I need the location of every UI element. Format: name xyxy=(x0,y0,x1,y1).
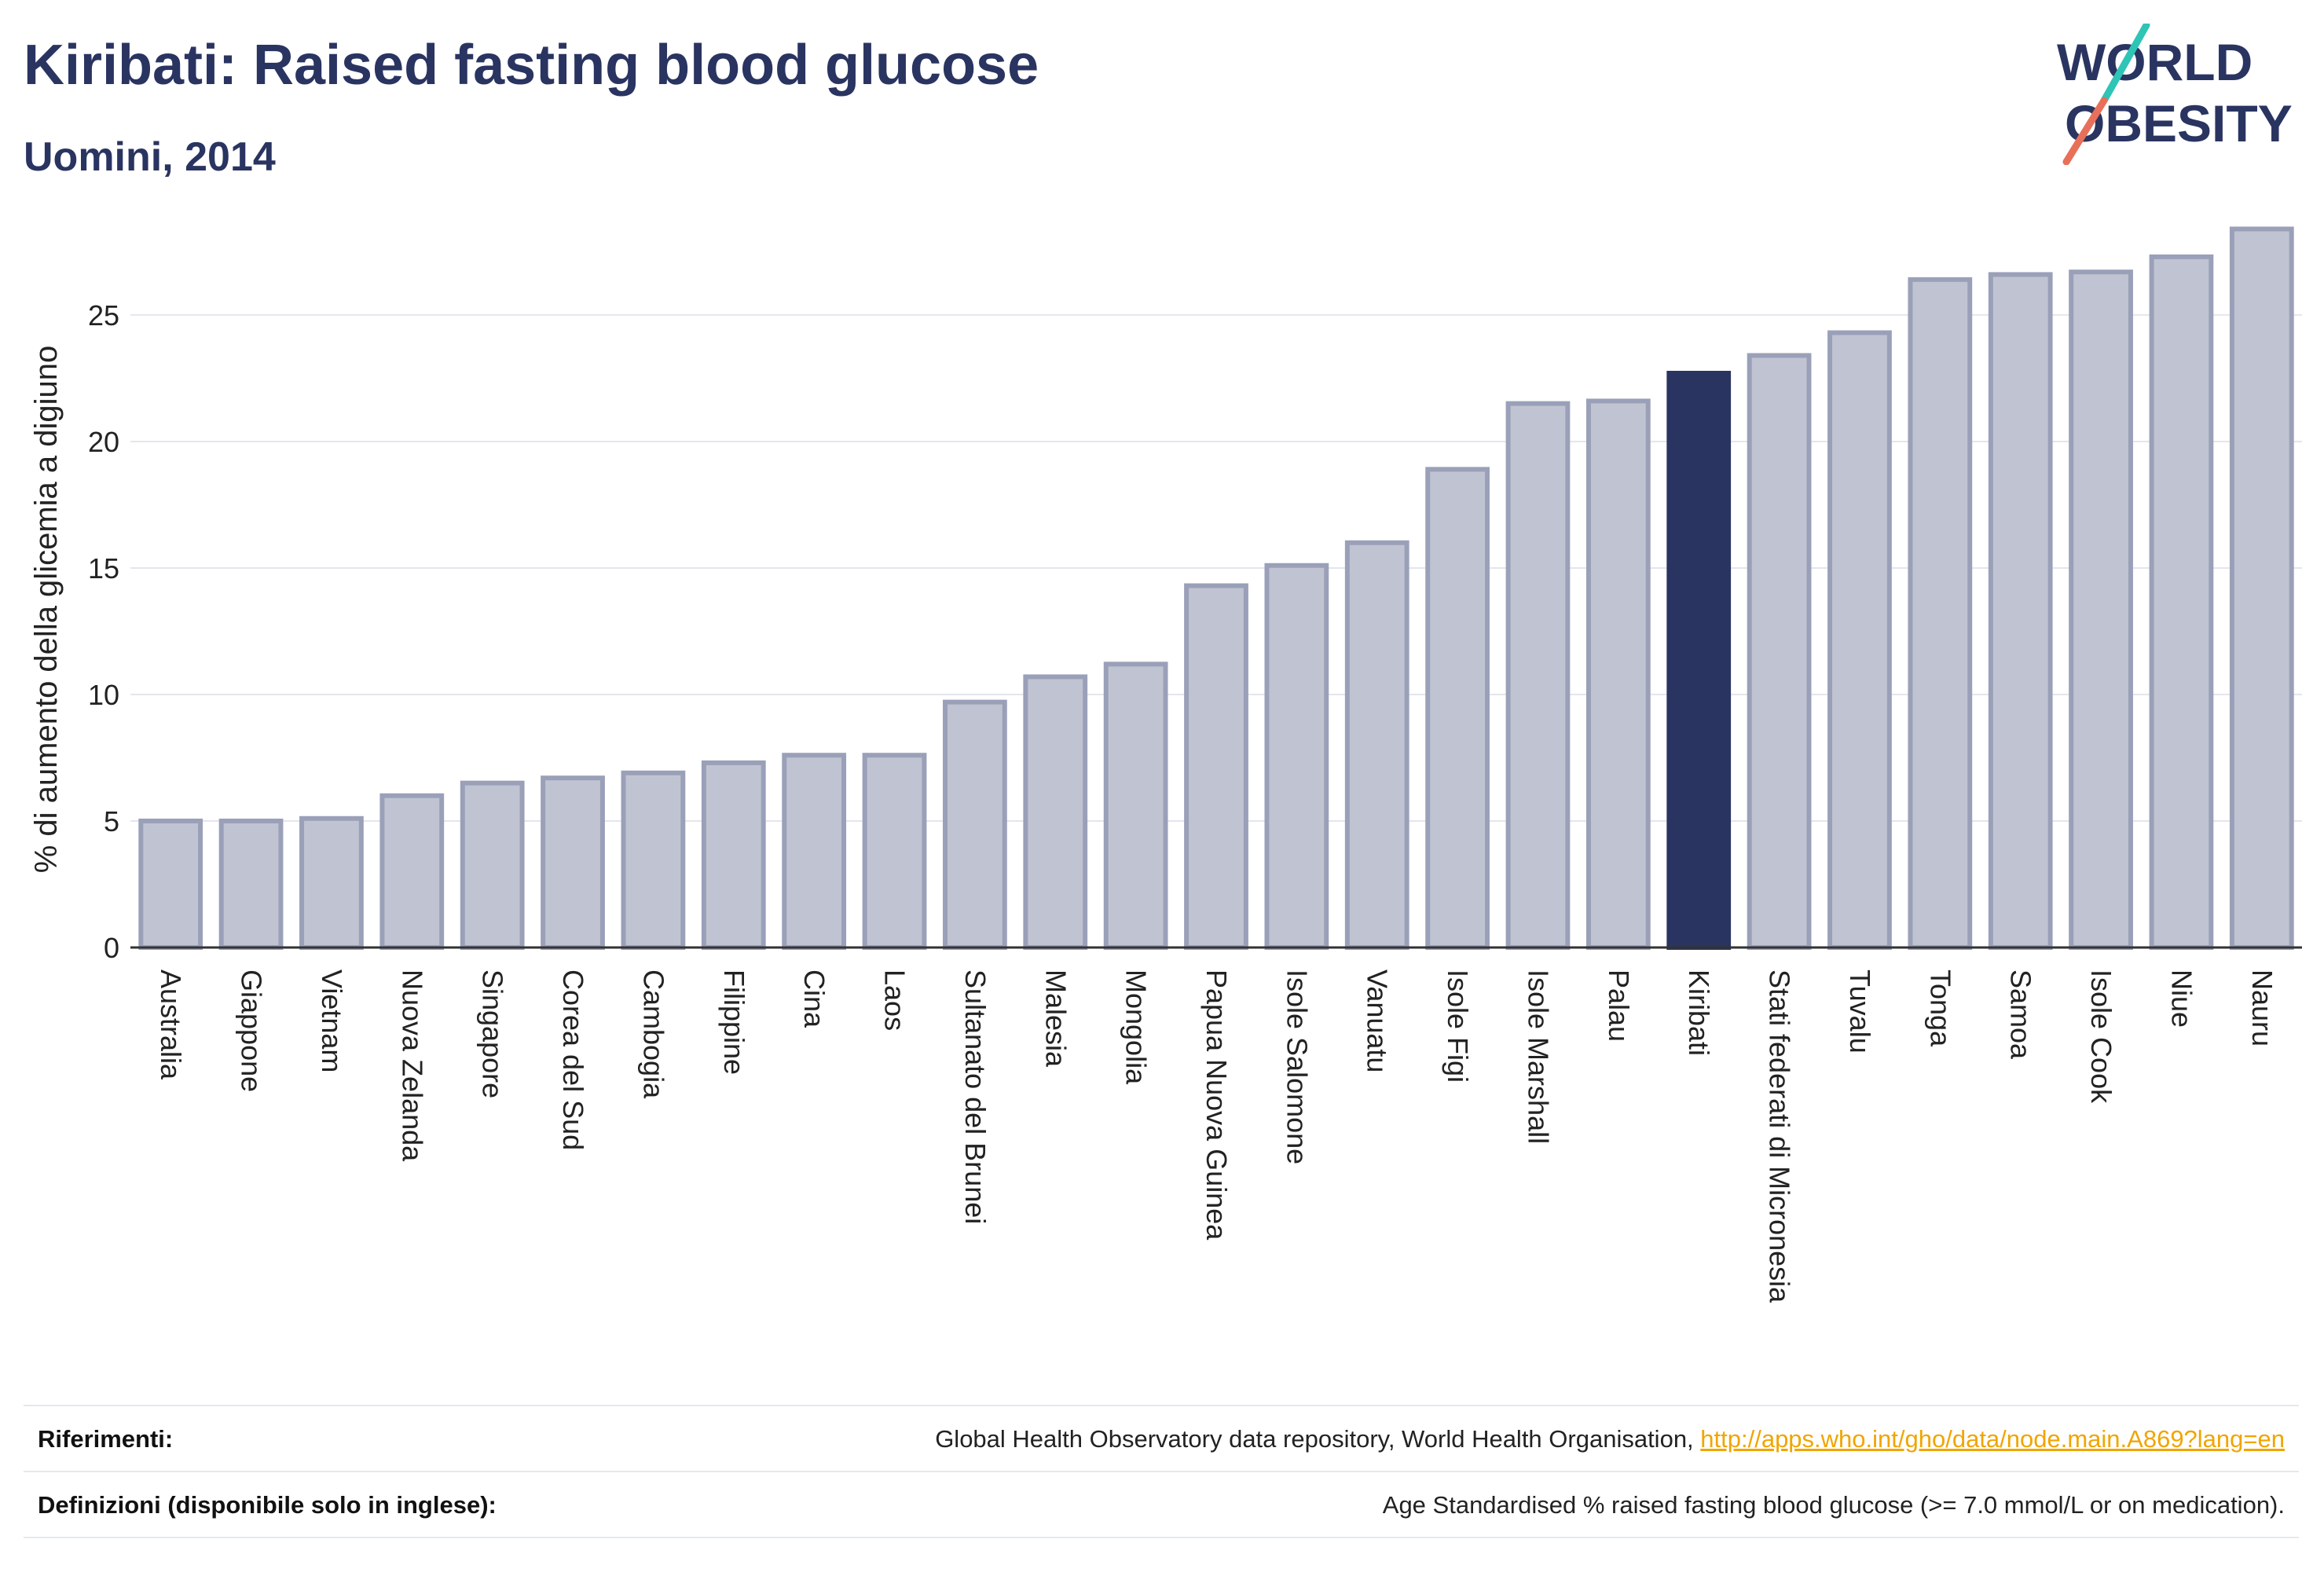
x-tick-label: Australia xyxy=(155,969,187,1080)
x-tick-label: Isole Salomone xyxy=(1281,969,1313,1164)
x-tick-label: Giappone xyxy=(236,969,268,1092)
x-tick-label: Corea del Sud xyxy=(557,969,589,1150)
x-tick-label: Filippine xyxy=(718,969,750,1075)
bar-mongolia xyxy=(1103,662,1168,950)
x-tick-label: Malesia xyxy=(1039,969,1072,1068)
bar-vietnam xyxy=(299,815,364,951)
x-tick-label: Samoa xyxy=(2005,969,2037,1060)
bar-palau xyxy=(1585,398,1651,951)
x-axis-ticks: Australia Giappone Vietnam Nuova Zelanda Sin… xyxy=(155,969,2278,1303)
references-row: Riferimenti: Global Health Observatory d… xyxy=(24,1405,2299,1471)
bar-samoa xyxy=(1988,272,2053,951)
y-tick-label: 20 xyxy=(88,426,119,458)
bar-papua-nuova-guinea xyxy=(1184,583,1248,950)
references-link[interactable]: http://apps.who.int/gho/data/node.main.A… xyxy=(1700,1425,2285,1453)
bar-laos xyxy=(862,753,927,950)
y-axis-label: % di aumento della glicemia a digiuno xyxy=(29,346,64,874)
bar-giappone xyxy=(218,818,284,950)
x-tick-label: Sultanato del Brunei xyxy=(959,969,992,1224)
bar-chart: 0 5 10 15 20 25 Australia Giappone Vietnam Nuova… xyxy=(29,226,2302,1303)
x-tick-label: Cina xyxy=(798,969,830,1028)
references-label: Riferimenti: xyxy=(38,1425,174,1453)
x-tick-label: Tonga xyxy=(1924,969,1956,1047)
definitions-text: Age Standardised % raised fasting blood … xyxy=(1382,1491,2285,1519)
chart-title: Kiribati: Raised fasting blood glucose xyxy=(24,34,1039,97)
bar-vanuatu xyxy=(1344,540,1409,950)
y-tick-label: 15 xyxy=(88,552,119,585)
x-tick-label: Cambogia xyxy=(637,969,669,1099)
x-tick-label: Laos xyxy=(879,969,911,1031)
logo-slash-teal xyxy=(2100,24,2150,104)
bar-corea-del-sud xyxy=(541,775,605,951)
x-tick-label: Papua Nuova Guinea xyxy=(1200,969,1233,1241)
bar-filippine xyxy=(701,760,766,950)
x-tick-label: Nauru xyxy=(2246,969,2278,1046)
x-tick-label: Niue xyxy=(2165,969,2198,1028)
x-tick-label: Isole Cook xyxy=(2085,969,2117,1104)
definitions-label: Definizioni (disponibile solo in inglese… xyxy=(38,1491,497,1519)
bar-isole-marshall xyxy=(1505,401,1571,950)
footer: Riferimenti: Global Health Observatory d… xyxy=(24,1405,2299,1538)
world-obesity-logo: WORLD OBESITY xyxy=(2057,24,2293,165)
bar-tuvalu xyxy=(1827,330,1892,950)
logo-word-world: WORLD xyxy=(2057,33,2253,91)
bar-nauru xyxy=(2229,226,2294,950)
bar-isole-cook xyxy=(2069,269,2133,950)
x-tick-label: Vanuatu xyxy=(1362,969,1394,1072)
y-tick-label: 5 xyxy=(104,805,119,837)
bar-isole-figi xyxy=(1425,467,1490,950)
y-axis-ticks: 0 5 10 15 20 25 xyxy=(88,299,119,964)
y-tick-label: 25 xyxy=(88,299,119,332)
x-tick-label: Kiribati xyxy=(1683,969,1715,1056)
x-tick-label: Singapore xyxy=(477,969,509,1098)
chart-subtitle: Uomini, 2014 xyxy=(24,134,276,180)
bar-singapore xyxy=(460,780,525,950)
bar-malesia xyxy=(1023,674,1088,950)
x-tick-label: Palau xyxy=(1603,969,1635,1042)
references-text: Global Health Observatory data repositor… xyxy=(935,1425,1701,1453)
definitions-row: Definizioni (disponibile solo in inglese… xyxy=(24,1471,2299,1538)
x-tick-label: Isole Marshall xyxy=(1522,969,1554,1144)
bar-tonga xyxy=(1908,277,1973,951)
x-tick-label: Tuvalu xyxy=(1844,969,1876,1054)
bar-niue xyxy=(2149,254,2214,950)
y-tick-label: 10 xyxy=(88,679,119,711)
x-tick-label: Isole Figi xyxy=(1442,969,1474,1083)
y-tick-label: 0 xyxy=(104,932,119,964)
references-value: Global Health Observatory data repositor… xyxy=(935,1425,2285,1453)
bar-nuova-zelanda xyxy=(379,793,445,950)
logo-slash-coral xyxy=(2062,97,2108,165)
bar-sultanato-del-brunei xyxy=(943,699,1007,950)
bar-cina xyxy=(782,753,847,950)
x-tick-label: Mongolia xyxy=(1120,969,1153,1085)
x-tick-label: Stati federati di Micronesia xyxy=(1764,969,1796,1303)
bar-isole-salomone xyxy=(1264,563,1329,950)
bar-stati-federati-di-micronesia xyxy=(1747,353,1812,951)
bars xyxy=(138,226,2294,951)
bar-kiribati xyxy=(1666,370,1732,950)
x-tick-label: Nuova Zelanda xyxy=(396,969,428,1162)
bar-cambogia xyxy=(621,770,686,951)
x-tick-label: Vietnam xyxy=(316,969,348,1072)
bar-australia xyxy=(138,818,203,950)
